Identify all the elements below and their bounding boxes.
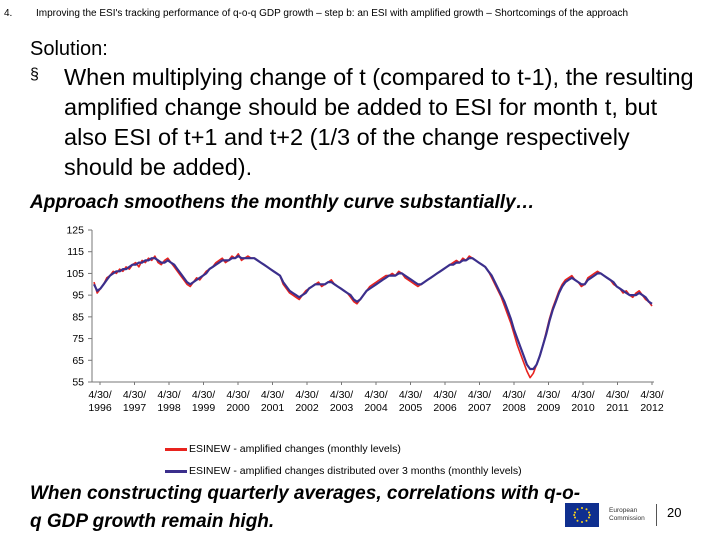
slide-header-title: Improving the ESI's tracking performance…: [36, 8, 629, 19]
x-tick-label: 4/30/: [295, 389, 318, 401]
x-tick-label: 4/30/: [261, 389, 284, 401]
series-layer: [93, 253, 653, 379]
y-tick-label: 65: [72, 355, 84, 367]
x-tick-label: 2008: [502, 402, 526, 414]
y-tick-label: 55: [72, 377, 84, 389]
legend-label-1: ESINEW - amplified changes (monthly leve…: [189, 443, 401, 455]
x-tick-label: 4/30/: [364, 389, 387, 401]
y-axis: 125 115 105 95 85 75 65 55: [66, 225, 93, 389]
x-tick-label: 1997: [123, 402, 147, 414]
x-tick-label: 1996: [88, 402, 112, 414]
x-tick-label: 4/30/: [399, 389, 422, 401]
bullet-icon: §: [30, 66, 39, 83]
x-tick-label: 2000: [226, 402, 250, 414]
x-tick-label: 4/30/: [537, 389, 560, 401]
y-tick-label: 95: [72, 290, 84, 302]
x-tick-label: 2011: [606, 402, 629, 414]
x-tick-label: 4/30/: [157, 389, 180, 401]
legend-swatch-blue: [165, 469, 187, 473]
chart-legend: ESINEW - amplified changes (monthly leve…: [165, 438, 522, 482]
x-tick-label: 4/30/: [123, 389, 146, 401]
logo-text: European Commission: [609, 507, 645, 523]
x-tick-label: 2002: [295, 402, 319, 414]
x-tick-label: 4/30/: [192, 389, 215, 401]
y-tick-label: 75: [72, 333, 84, 345]
y-tick-label: 115: [67, 246, 84, 258]
x-tick-label: 4/30/: [433, 389, 456, 401]
x-tick-label: 2001: [261, 402, 285, 414]
x-tick-label: 4/30/: [502, 389, 525, 401]
x-tick-label: 4/30/: [226, 389, 249, 401]
x-tick-label: 2010: [571, 402, 595, 414]
x-tick-label: 2006: [433, 402, 457, 414]
legend-entry-1: ESINEW - amplified changes (monthly leve…: [165, 438, 522, 460]
slide-section-number: 4.: [4, 8, 13, 19]
logo-line-2: Commission: [609, 515, 645, 522]
series-line-1: [93, 253, 653, 379]
solution-label: Solution:: [30, 38, 108, 60]
logo-line-1: European: [609, 507, 638, 514]
x-tick-label: 4/30/: [468, 389, 491, 401]
legend-swatch-red: [165, 447, 187, 451]
conclusion-text: When constructing quarterly averages, co…: [30, 483, 581, 532]
x-tick-label: 4/30/: [571, 389, 594, 401]
page-number: 20: [667, 505, 682, 520]
european-commission-logo: European Commission: [565, 503, 645, 527]
x-tick-label: 2005: [399, 402, 423, 414]
bullet-text: When multiplying change of t (compared t…: [64, 64, 694, 180]
x-tick-label: 4/30/: [640, 389, 663, 401]
x-tick-label: 1998: [157, 402, 181, 414]
y-tick-label: 125: [66, 225, 84, 237]
legend-label-2: ESINEW - amplified changes distributed o…: [189, 465, 522, 477]
x-tick-label: 2009: [537, 402, 561, 414]
x-tick-label: 2012: [640, 402, 664, 414]
x-axis: 4/30/19964/30/19974/30/19984/30/19994/30…: [88, 381, 664, 414]
x-tick-label: 2003: [330, 402, 354, 414]
x-tick-label: 2007: [468, 402, 492, 414]
x-tick-label: 2004: [364, 402, 388, 414]
y-tick-label: 85: [72, 311, 84, 323]
x-tick-label: 4/30/: [88, 389, 111, 401]
series-line-2: [93, 254, 653, 371]
y-tick-label: 105: [66, 268, 84, 280]
chart-subheading: Approach smoothens the monthly curve sub…: [30, 192, 535, 213]
eu-flag-icon: [565, 503, 599, 527]
legend-entry-2: ESINEW - amplified changes distributed o…: [165, 460, 522, 482]
x-tick-label: 4/30/: [606, 389, 629, 401]
x-tick-label: 1999: [192, 402, 216, 414]
x-tick-label: 4/30/: [330, 389, 353, 401]
footer-divider: [656, 504, 657, 526]
